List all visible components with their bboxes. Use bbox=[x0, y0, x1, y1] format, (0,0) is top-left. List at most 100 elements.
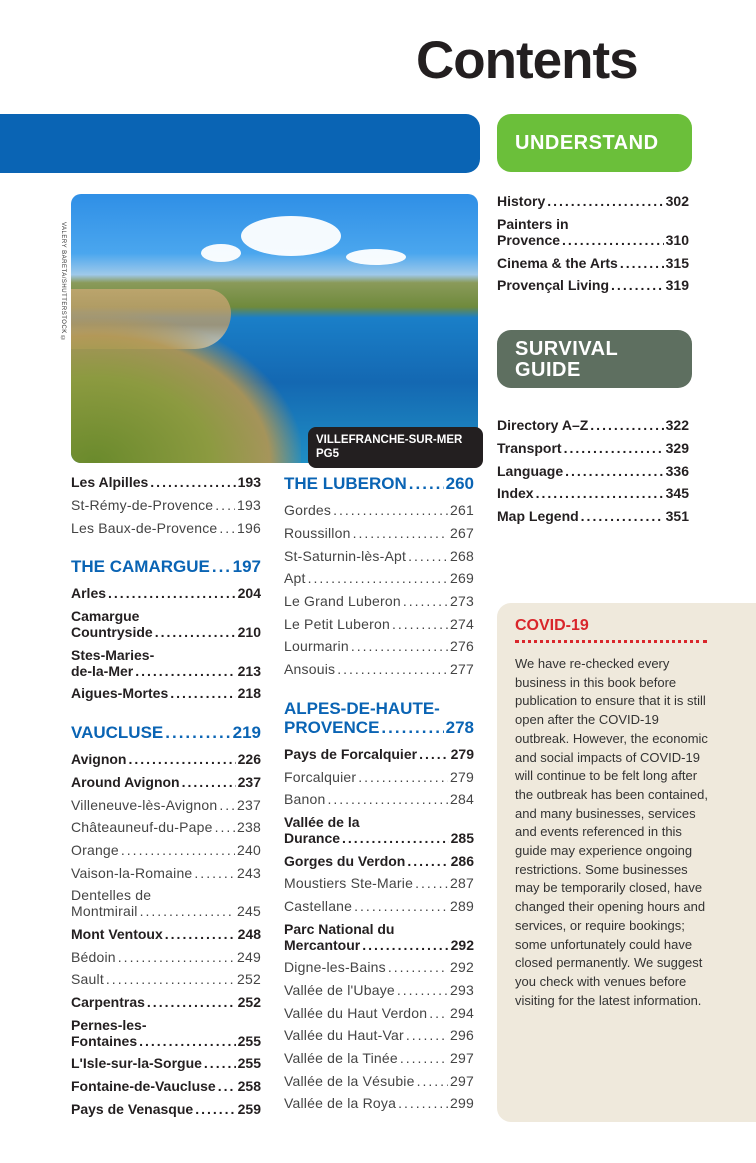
toc-entry[interactable]: Vallée de l'Ubaye 293 bbox=[284, 979, 474, 1002]
dot-leader bbox=[219, 797, 235, 813]
page-number: 279 bbox=[450, 745, 474, 762]
page-number: 204 bbox=[237, 585, 261, 602]
dot-leader bbox=[194, 865, 235, 881]
dot-leader bbox=[215, 819, 235, 835]
toc-entry[interactable]: Avignon 226 bbox=[71, 748, 261, 771]
toc-entry[interactable]: Around Avignon 237 bbox=[71, 771, 261, 794]
section-survival-guide[interactable]: SURVIVAL GUIDE bbox=[497, 330, 692, 388]
toc-entry[interactable]: History 302 bbox=[497, 190, 689, 213]
page-number: 293 bbox=[450, 982, 474, 999]
entry-label: Carpentras bbox=[71, 994, 145, 1011]
toc-entry[interactable]: Pays de Venasque 259 bbox=[71, 1097, 261, 1120]
toc-entry[interactable]: Gorges du Verdon 286 bbox=[284, 849, 474, 872]
toc-entry[interactable]: Apt 269 bbox=[284, 567, 474, 590]
page-number: 260 bbox=[445, 474, 474, 493]
page-number: 297 bbox=[450, 1072, 474, 1089]
toc-entry[interactable]: Villeneuve-lès-Avignon 237 bbox=[71, 793, 261, 816]
toc-entry[interactable]: Directory A–Z 322 bbox=[497, 414, 689, 437]
toc-entry[interactable]: Banon 284 bbox=[284, 788, 474, 811]
toc-entry[interactable]: Sault 252 bbox=[71, 968, 261, 991]
page-number: 267 bbox=[450, 525, 474, 542]
dot-leader bbox=[108, 585, 236, 601]
page-number: 213 bbox=[237, 662, 261, 679]
toc-entry[interactable]: Le Grand Luberon 273 bbox=[284, 590, 474, 613]
covid-title: COVID-19 bbox=[515, 617, 589, 634]
toc-entry[interactable]: Cinema & the Arts 315 bbox=[497, 251, 689, 274]
toc-entry[interactable]: Mont Ventoux 248 bbox=[71, 923, 261, 946]
toc-entry[interactable]: Vaison-la-Romaine 243 bbox=[71, 861, 261, 884]
entry-label: Pays de Venasque bbox=[71, 1100, 194, 1117]
toc-entry[interactable]: Stes-Maries-de-la-Mer 213 bbox=[71, 643, 261, 682]
toc-entry[interactable]: Vallée de la Tinée 297 bbox=[284, 1047, 474, 1070]
toc-entry[interactable]: Le Petit Luberon 274 bbox=[284, 612, 474, 635]
toc-entry[interactable]: Castellane 289 bbox=[284, 895, 474, 918]
toc-entry[interactable]: Lourmarin 276 bbox=[284, 635, 474, 658]
entry-label: Vallée de l'Ubaye bbox=[284, 982, 395, 999]
toc-entry[interactable]: Pernes-les-Fontaines 255 bbox=[71, 1013, 261, 1052]
dot-leader bbox=[118, 949, 235, 965]
toc-entry[interactable]: Gordes 261 bbox=[284, 499, 474, 522]
toc-entry[interactable]: Transport 329 bbox=[497, 437, 689, 460]
toc-entry[interactable]: Vallée du Haut Verdon 294 bbox=[284, 1001, 474, 1024]
entry-label: Directory A–Z bbox=[497, 417, 589, 434]
toc-chapter-heading[interactable]: THE CAMARGUE 197 bbox=[71, 555, 261, 578]
entry-label: Montmirail bbox=[71, 903, 138, 920]
dot-leader bbox=[121, 842, 235, 858]
entry-label: VAUCLUSE bbox=[71, 722, 164, 742]
toc-entry[interactable]: Vallée du Haut-Var 296 bbox=[284, 1024, 474, 1047]
entry-label: Countryside bbox=[71, 624, 153, 641]
entry-label: Sault bbox=[71, 971, 104, 988]
page-number: 226 bbox=[237, 751, 261, 768]
dot-leader bbox=[565, 463, 664, 479]
toc-entry[interactable]: St-Saturnin-lès-Apt 268 bbox=[284, 544, 474, 567]
entry-label: Orange bbox=[71, 841, 119, 858]
toc-entry[interactable]: Digne-les-Bains 292 bbox=[284, 956, 474, 979]
dot-leader bbox=[562, 232, 664, 248]
toc-entry[interactable]: Fontaine-de-Vaucluse 258 bbox=[71, 1075, 261, 1098]
toc-entry[interactable]: Aigues-Mortes 218 bbox=[71, 682, 261, 705]
dot-leader bbox=[165, 723, 230, 742]
toc-entry[interactable]: Ansouis 277 bbox=[284, 658, 474, 681]
page-number: 284 bbox=[450, 791, 474, 808]
toc-entry[interactable]: Bédoin 249 bbox=[71, 945, 261, 968]
cloud bbox=[201, 244, 241, 262]
toc-entry[interactable]: Moustiers Ste-Marie 287 bbox=[284, 872, 474, 895]
toc-entry[interactable]: St-Rémy-de-Provence 193 bbox=[71, 494, 261, 517]
toc-entry[interactable]: Pays de Forcalquier 279 bbox=[284, 743, 474, 766]
toc-entry[interactable]: Orange 240 bbox=[71, 839, 261, 862]
toc-entry[interactable]: Châteauneuf-du-Pape 238 bbox=[71, 816, 261, 839]
toc-entry[interactable]: Les Baux-de-Provence 196 bbox=[71, 516, 261, 539]
toc-chapter-heading[interactable]: ALPES-DE-HAUTE-PROVENCE 278 bbox=[284, 697, 474, 739]
toc-entry[interactable]: L'Isle-sur-la-Sorgue 255 bbox=[71, 1052, 261, 1075]
section-understand[interactable]: UNDERSTAND bbox=[497, 114, 692, 172]
toc-chapter-heading[interactable]: THE LUBERON 260 bbox=[284, 472, 474, 495]
cloud bbox=[241, 216, 341, 256]
toc-entry[interactable]: Vallée de la Roya 299 bbox=[284, 1092, 474, 1115]
toc-entry[interactable]: Vallée de la Vésubie 297 bbox=[284, 1069, 474, 1092]
toc-entry[interactable]: Forcalquier 279 bbox=[284, 765, 474, 788]
toc-entry[interactable]: Arles 204 bbox=[71, 582, 261, 605]
dot-leader bbox=[547, 193, 663, 209]
toc-entry[interactable]: Roussillon 267 bbox=[284, 522, 474, 545]
toc-chapter-heading[interactable]: VAUCLUSE 219 bbox=[71, 721, 261, 744]
entry-label: Apt bbox=[284, 570, 306, 587]
dot-leader bbox=[140, 903, 235, 919]
entry-label: Dentelles de bbox=[71, 887, 152, 904]
entry-label: Ansouis bbox=[284, 661, 336, 678]
toc-entry[interactable]: Provençal Living 319 bbox=[497, 274, 689, 297]
page-number: 322 bbox=[665, 417, 689, 434]
entry-label: Provençal Living bbox=[497, 277, 610, 294]
toc-entry[interactable]: Map Legend 351 bbox=[497, 505, 689, 528]
toc-entry[interactable]: Les Alpilles 193 bbox=[71, 471, 261, 494]
dot-leader bbox=[128, 751, 235, 767]
toc-entry[interactable]: Carpentras 252 bbox=[71, 991, 261, 1014]
toc-entry[interactable]: Language 336 bbox=[497, 459, 689, 482]
entry-label: Provence bbox=[497, 232, 561, 249]
toc-entry[interactable]: Index 345 bbox=[497, 482, 689, 505]
